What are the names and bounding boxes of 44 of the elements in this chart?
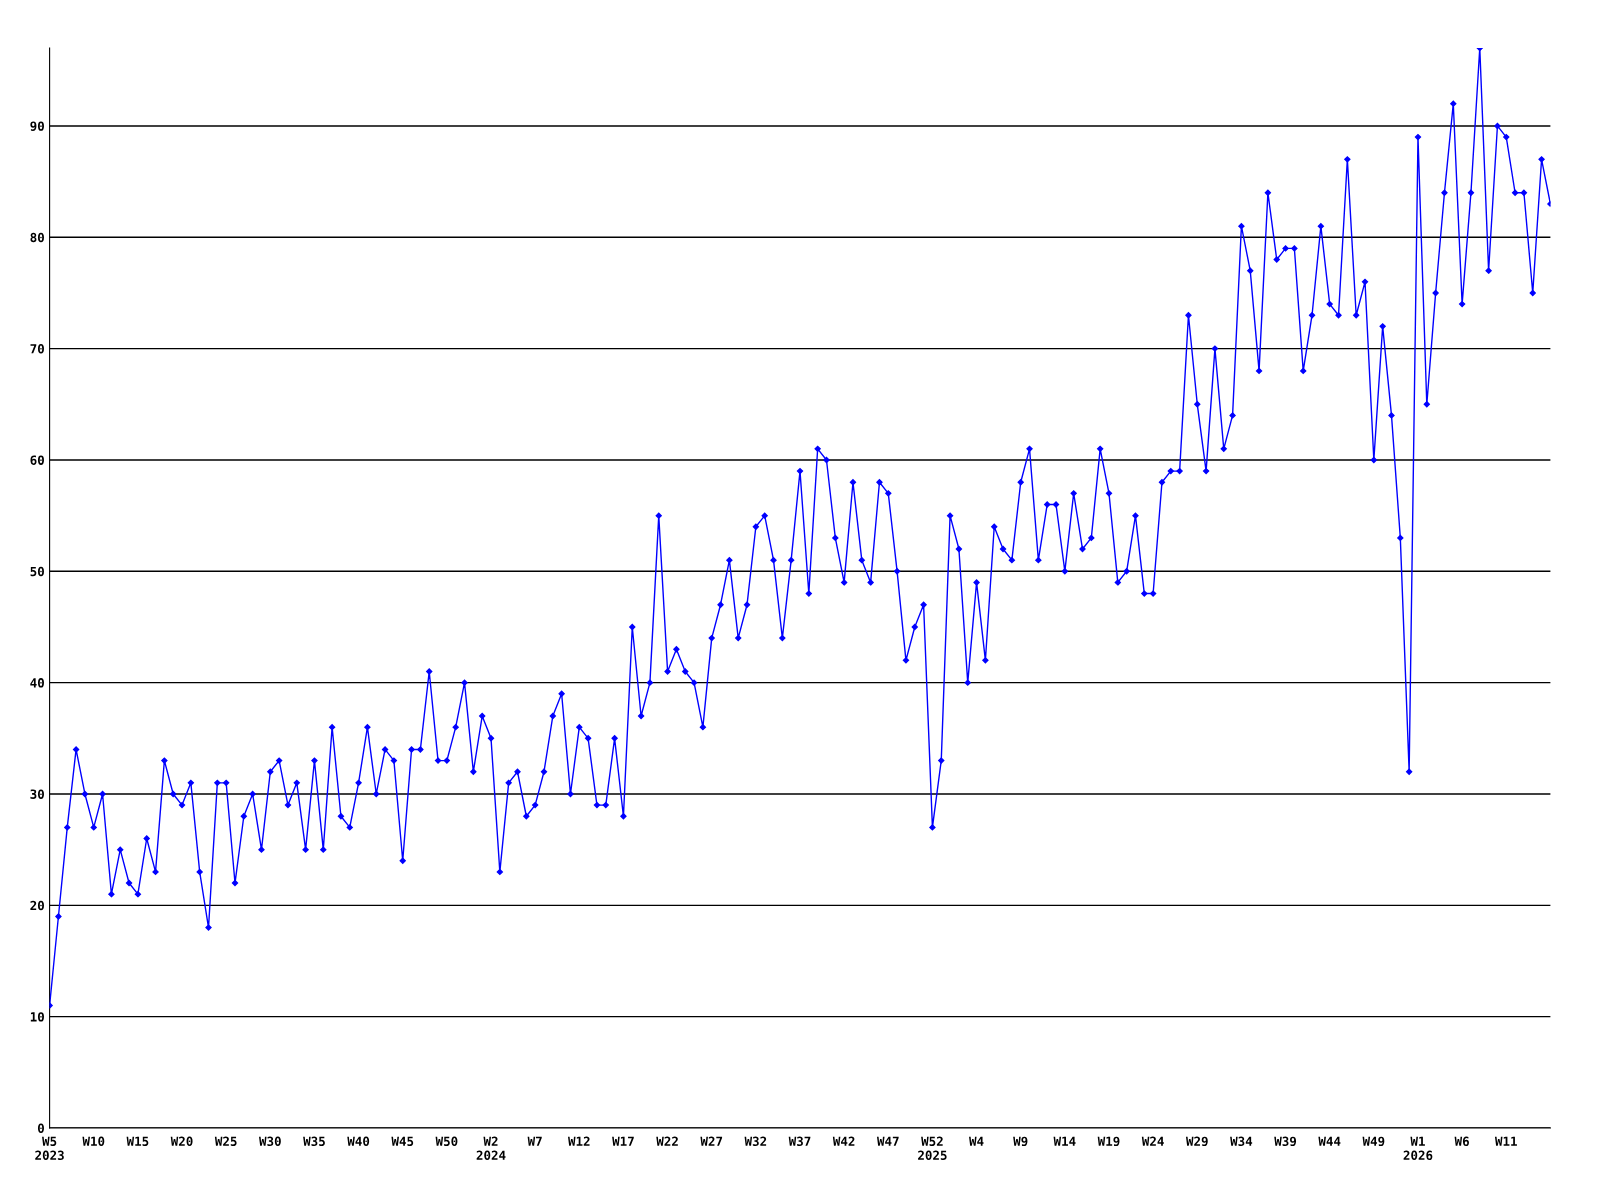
x-tick-label: W20	[170, 1136, 193, 1147]
x-tick-label: W5 2023	[35, 1136, 64, 1161]
y-tick-label: 10	[30, 1012, 44, 1022]
x-tick-label: W9	[1013, 1136, 1028, 1147]
x-tick-label: W39	[1274, 1136, 1297, 1147]
x-tick-label: W37	[788, 1136, 811, 1147]
x-tick-label: W40	[347, 1136, 370, 1147]
x-tick-label: W10	[82, 1136, 105, 1147]
y-tick-label: 70	[30, 344, 44, 354]
x-tick-label: W50	[435, 1136, 458, 1147]
x-tick-label: W4	[969, 1136, 984, 1146]
x-tick-label: W45	[391, 1136, 414, 1147]
x-tick-label: W7	[527, 1136, 542, 1146]
x-tick-label: W6	[1454, 1136, 1469, 1147]
y-tick-label: 90	[30, 121, 44, 131]
x-tick-label: W32	[744, 1136, 767, 1147]
y-tick-label: 60	[30, 455, 44, 465]
y-tick-label: 30	[30, 789, 44, 799]
x-tick-label: W42	[832, 1136, 855, 1146]
x-tick-label: W17	[612, 1136, 634, 1146]
x-tick-label: W44	[1318, 1136, 1341, 1146]
y-tick-label: 80	[30, 232, 44, 243]
x-tick-label: W25	[214, 1136, 237, 1147]
y-tick-label: 20	[30, 900, 44, 911]
x-tick-label: W22	[656, 1136, 678, 1146]
x-tick-label: W30	[259, 1136, 281, 1147]
x-tick-label: W12	[568, 1136, 590, 1146]
x-tick-label: W2 2024	[476, 1136, 506, 1161]
x-tick-label: W1 2026	[1403, 1136, 1433, 1161]
y-tick-label: 0	[37, 1123, 44, 1133]
x-tick-label: W35	[303, 1136, 325, 1147]
x-tick-label: W34	[1230, 1136, 1253, 1147]
x-tick-label: W15	[126, 1136, 149, 1147]
x-tick-label: W19	[1097, 1136, 1120, 1147]
y-tick-label: 50	[30, 566, 44, 577]
x-tick-label: W27	[700, 1136, 723, 1146]
x-tick-label: W14	[1053, 1136, 1076, 1146]
y-tick-label: 40	[30, 678, 44, 688]
x-tick-label: W11	[1494, 1136, 1517, 1146]
x-tick-label: W24	[1141, 1136, 1164, 1146]
x-tick-label: W47	[876, 1136, 899, 1146]
x-tick-label: W49	[1362, 1136, 1385, 1147]
x-tick-label: W29	[1185, 1136, 1208, 1147]
x-tick-label: W52 2025	[918, 1136, 947, 1161]
